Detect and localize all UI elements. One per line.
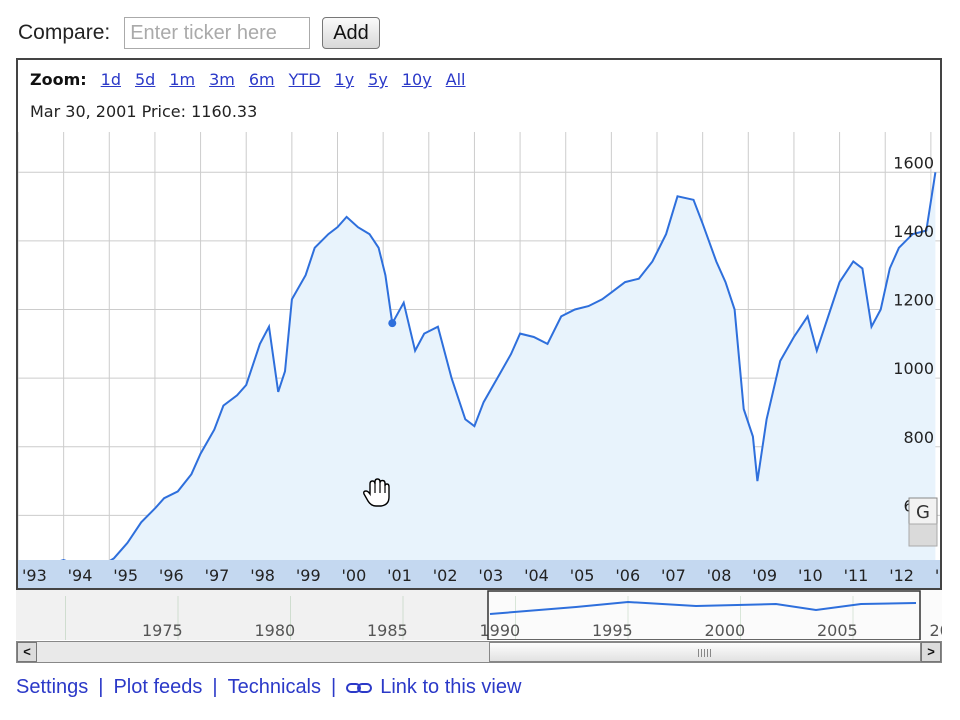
- x-tick-label: '04: [524, 566, 549, 585]
- nav-year-label: 1980: [255, 621, 296, 640]
- zoom-1d[interactable]: 1d: [100, 70, 121, 89]
- scroll-thumb[interactable]: [489, 642, 921, 662]
- nav-year-label: 2000: [705, 621, 746, 640]
- y-tick-label: 1600: [893, 153, 934, 172]
- price-area: [27, 172, 936, 567]
- x-tick-label: '09: [752, 566, 777, 585]
- x-tick-label: '00: [342, 566, 367, 585]
- scroll-left-button[interactable]: <: [17, 642, 37, 662]
- x-tick-label: '97: [205, 566, 230, 585]
- navigator[interactable]: 1975 1980 1985 1990 1995 2000 2005 2010: [16, 590, 942, 640]
- zoom-ytd[interactable]: YTD: [288, 70, 321, 89]
- separator: |: [331, 676, 337, 698]
- zoom-5y[interactable]: 5y: [368, 70, 388, 89]
- chain-link-icon: [346, 682, 373, 693]
- y-tick-label: 1000: [893, 359, 934, 378]
- navigator-gridlines: [16, 590, 942, 640]
- nav-year-label: 1975: [142, 621, 183, 640]
- x-tick-label: '12: [889, 566, 914, 585]
- separator: |: [212, 676, 218, 698]
- x-tick-label: '96: [159, 566, 184, 585]
- x-axis-band: [18, 560, 940, 588]
- navigator-year-labels: 1975 1980 1985 1990 1995 2000 2005 2010: [142, 621, 942, 640]
- zoom-all[interactable]: All: [445, 70, 466, 89]
- compare-row: Compare: Add: [18, 14, 380, 52]
- settings-link[interactable]: Settings: [16, 676, 89, 698]
- x-tick-label: '01: [387, 566, 412, 585]
- scroll-right-button[interactable]: >: [921, 642, 941, 662]
- price-line: [26, 172, 937, 568]
- zoom-1m[interactable]: 1m: [169, 70, 196, 89]
- price-chart[interactable]: 6008001000120014001600 '93'94'95'96'97'9…: [18, 132, 940, 590]
- zoom-6m[interactable]: 6m: [248, 70, 275, 89]
- nav-year-label: 1990: [480, 621, 521, 640]
- navigator-shade: [16, 590, 488, 640]
- price-marker: [388, 319, 397, 328]
- hand-cursor-icon: [363, 478, 390, 507]
- navigator-scrollbar[interactable]: < >: [16, 641, 942, 663]
- nav-year-label: 2005: [817, 621, 858, 640]
- zoom-label: Zoom:: [30, 70, 87, 89]
- price-readout: Mar 30, 2001 Price: 1160.33: [30, 102, 258, 121]
- x-tick-label: '03: [478, 566, 503, 585]
- x-tick-label: '05: [570, 566, 595, 585]
- footer-links: Settings | Plot feeds | Technicals | Lin…: [16, 676, 521, 699]
- navigator-line: [489, 600, 917, 615]
- x-axis-labels: '93 '94 '95 '96 '97 '98 '99 '00 '01 '02 '03 '04 '05 '…: [22, 566, 940, 585]
- x-tick-label: '10: [798, 566, 823, 585]
- x-tick-label: '94: [68, 566, 93, 585]
- x-tick-label: '06: [615, 566, 640, 585]
- plot-feeds-link[interactable]: Plot feeds: [113, 676, 203, 698]
- technicals-link[interactable]: Technicals: [227, 676, 322, 698]
- ticker-input[interactable]: [124, 17, 311, 49]
- nav-year-label: 1995: [592, 621, 633, 640]
- link-to-view[interactable]: Link to this view: [380, 676, 522, 698]
- zoom-3m[interactable]: 3m: [209, 70, 235, 89]
- navigator-window[interactable]: [487, 590, 921, 640]
- x-tick-label: '08: [707, 566, 732, 585]
- add-button[interactable]: Add: [322, 17, 380, 49]
- zoom-5d[interactable]: 5d: [135, 70, 156, 89]
- nav-year-label: 1985: [367, 621, 408, 640]
- grip-icon: [698, 649, 712, 657]
- x-tick-label: '99: [296, 566, 321, 585]
- x-tick-label: '02: [433, 566, 458, 585]
- x-tick-label: '11: [844, 566, 869, 585]
- nav-year-label: 2010: [930, 621, 943, 640]
- separator: |: [98, 676, 104, 698]
- x-tick-label: '95: [113, 566, 138, 585]
- badge-label: G: [916, 502, 930, 523]
- x-tick-label: '98: [250, 566, 275, 585]
- y-tick-label: 1400: [893, 222, 934, 241]
- zoom-1y[interactable]: 1y: [334, 70, 355, 89]
- x-tick-label: '13: [935, 566, 940, 585]
- navigator-bg: [16, 590, 942, 640]
- y-tick-label: 1200: [893, 291, 934, 310]
- y-tick-label: 800: [903, 428, 934, 447]
- x-tick-label: '93: [22, 566, 47, 585]
- compare-label: Compare:: [18, 21, 111, 44]
- zoom-bar: Zoom: 1d 5d 1m 3m 6m YTD 1y 5y 10y All: [30, 70, 480, 89]
- y-axis-labels: 6008001000120014001600: [893, 153, 934, 515]
- chart-panel: Zoom: 1d 5d 1m 3m 6m YTD 1y 5y 10y All M…: [16, 58, 942, 590]
- zoom-10y[interactable]: 10y: [401, 70, 432, 89]
- x-tick-label: '07: [661, 566, 686, 585]
- google-badge[interactable]: G: [908, 497, 938, 547]
